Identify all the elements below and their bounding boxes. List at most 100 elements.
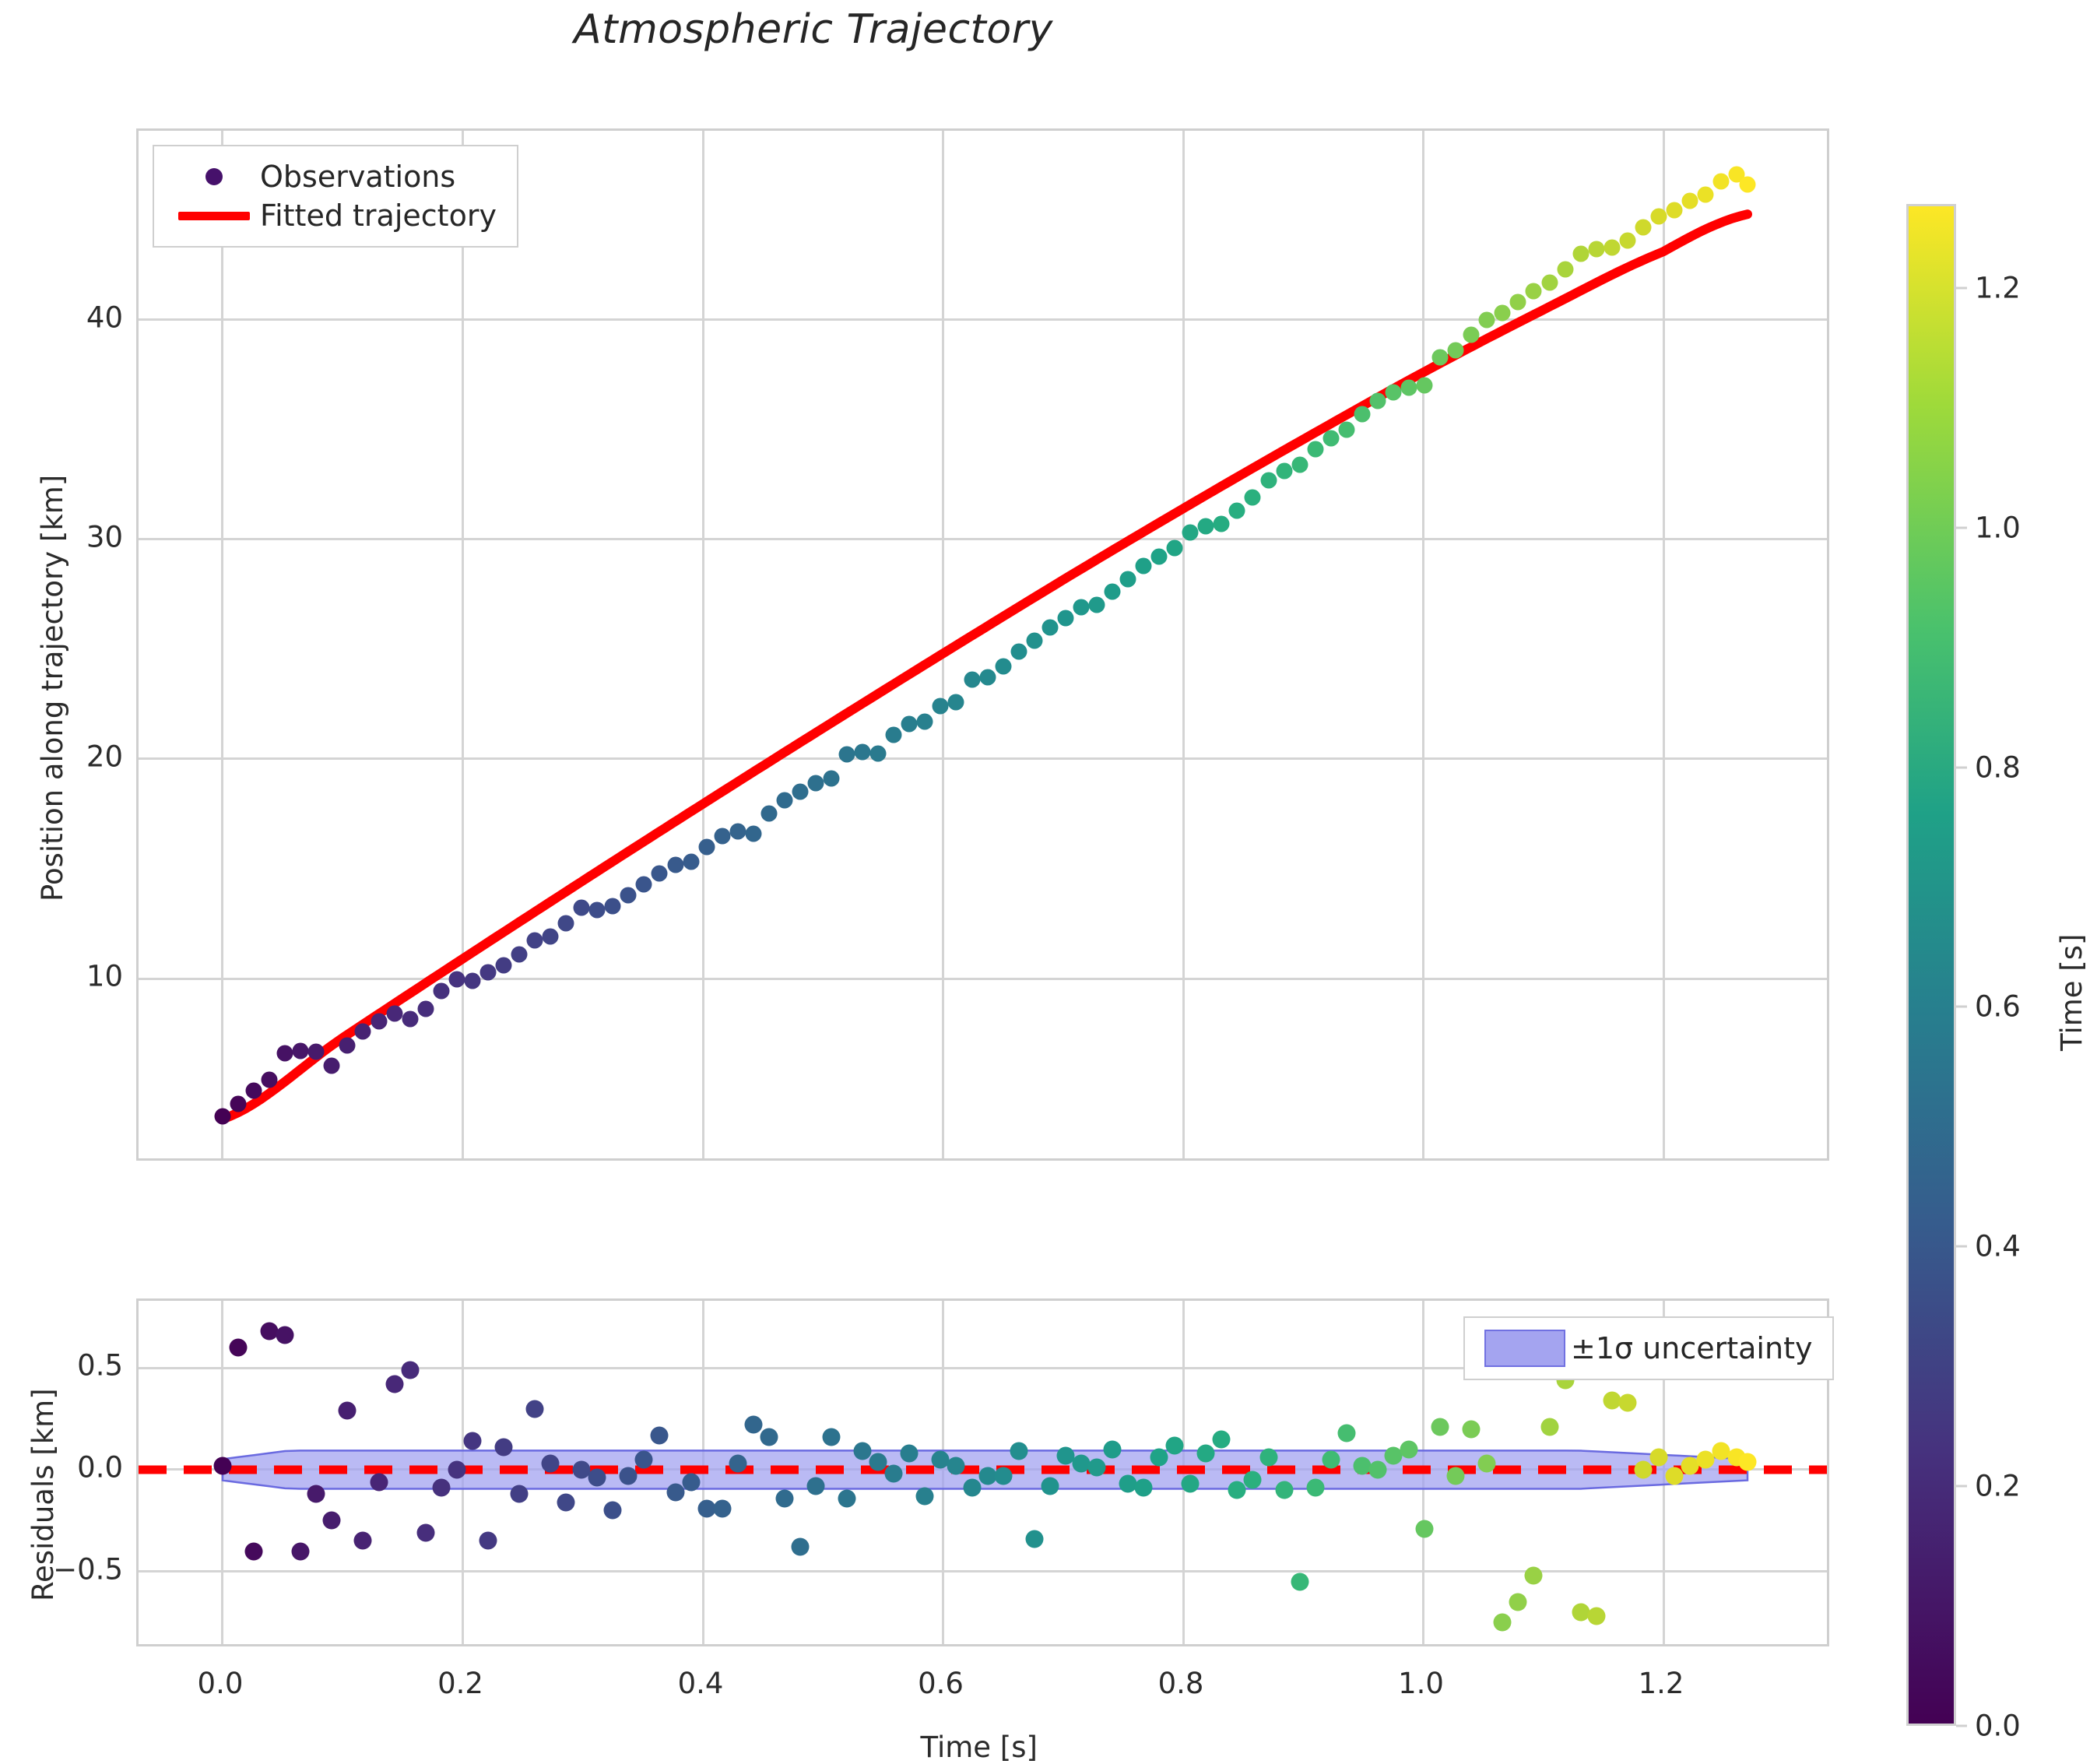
observation-point [1166,539,1183,557]
observation-point [1213,515,1230,532]
observation-point [402,1010,419,1028]
observation-point [1619,232,1636,249]
observation-point [667,856,684,873]
residual-point [697,1499,716,1518]
residual-x-tick-label: 1.0 [1398,1667,1444,1700]
main-y-tick-label: 40 [86,300,123,335]
residual-point [416,1523,435,1542]
residual-point [1025,1530,1044,1548]
residual-point [791,1537,810,1556]
observation-point [433,982,450,1000]
observation-point [885,726,902,743]
fitted-line-icon [168,211,260,220]
residual-point [1212,1430,1231,1449]
residual-point [1415,1520,1434,1538]
residual-point [1712,1442,1730,1460]
residual-point [1243,1471,1262,1489]
residual-point [541,1454,560,1473]
colorbar[interactable] [1906,204,1956,1726]
colorbar-tick-mark [1956,766,1967,768]
residual-point [634,1450,653,1469]
observation-point [1026,632,1043,649]
observation-point [916,713,933,730]
main-plot-axes [136,128,1829,1161]
residual-point [650,1426,669,1445]
residual-point [1462,1420,1481,1439]
observation-point [1073,599,1090,616]
residual-x-tick-label: 0.2 [437,1667,483,1700]
legend-item-observations[interactable]: Observations [168,157,497,196]
residual-point [729,1454,747,1473]
residual-point [1337,1424,1356,1442]
observation-point [230,1095,247,1112]
main-plot-area [139,131,1827,1158]
observation-point [1307,441,1324,458]
observation-point [745,825,762,842]
residual-point [1524,1566,1543,1585]
residual-y-tick-label: −0.5 [53,1552,123,1587]
observation-point [1739,176,1756,193]
legend-label-uncertainty: ±1σ uncertainty [1571,1331,1813,1365]
colorbar-tick-label: 0.8 [1975,750,2021,784]
observation-point [792,783,809,800]
colorbar-label: Time [s] [2055,933,2088,1051]
observation-point [1541,274,1558,291]
residual-point [1738,1453,1757,1471]
observation-point [1182,524,1199,541]
residual-point [1603,1391,1621,1410]
residual-point [1259,1448,1278,1467]
colorbar-tick-label: 0.0 [1975,1709,2021,1743]
residual-point [1134,1478,1153,1497]
observation-point [651,865,668,882]
residual-point [1665,1467,1684,1485]
residual-point [1634,1460,1653,1479]
observation-point [1197,518,1214,535]
residual-point [1196,1444,1215,1463]
residual-point [931,1450,950,1469]
observation-point [588,901,606,919]
observation-point [729,823,746,840]
legend-item-uncertainty[interactable]: ±1σ uncertainty [1479,1329,1812,1368]
observation-point [1447,342,1464,359]
residual-point [1228,1481,1246,1499]
gridline-horizontal [139,318,1827,322]
residual-point [947,1457,965,1475]
residual-point [1291,1572,1309,1591]
residual-point [510,1485,529,1503]
observation-point [1572,245,1589,262]
residual-point [884,1464,903,1483]
main-y-tick-label: 20 [86,740,123,774]
residual-point [1509,1593,1527,1611]
observation-point [1604,239,1621,256]
residual-point [260,1322,279,1341]
observation-point [479,964,497,981]
observation-point [869,745,887,762]
observation-point [995,658,1012,675]
observation-point [1509,293,1526,311]
residual-point [463,1432,482,1450]
residual-point [853,1442,872,1460]
residual-point [370,1473,388,1492]
observation-point [838,746,855,763]
residual-point [557,1493,575,1512]
residual-point [1165,1436,1184,1455]
gridline-vertical [701,131,704,1158]
legend-item-fitted-trajectory[interactable]: Fitted trajectory [168,196,497,235]
observation-point [464,972,481,989]
residual-point [744,1415,763,1434]
observation-point [1681,192,1698,209]
observation-point [760,805,778,822]
observation-point [307,1043,325,1060]
observation-point [1478,311,1495,329]
colorbar-tick-label: 1.0 [1975,511,2021,545]
residual-point [994,1467,1013,1485]
residual-x-tick-label: 0.0 [197,1667,244,1700]
residual-point [603,1501,622,1520]
observation-point [448,971,465,988]
residual-x-tick-label: 0.4 [677,1667,724,1700]
residual-point [838,1489,856,1508]
observation-point [1431,349,1449,366]
observation-point [354,1023,371,1040]
residual-point [1572,1603,1590,1622]
